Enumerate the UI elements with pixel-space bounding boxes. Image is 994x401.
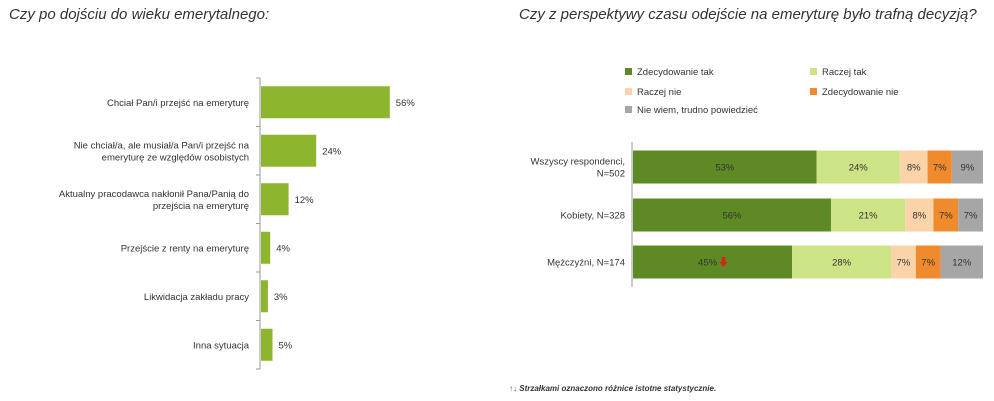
bar-value-label: 24%: [322, 146, 342, 157]
legend-swatch: [625, 106, 632, 113]
bar: [261, 231, 271, 264]
legend-label: Zdecydowanie nie: [822, 87, 899, 98]
segment-value-label: 7%: [939, 211, 953, 222]
bar-value-label: 12%: [295, 195, 315, 206]
category-label: Kobiety, N=328: [560, 211, 625, 222]
segment-value-label: 8%: [912, 211, 926, 222]
footnote-text: Strzałkami oznaczono różnice istotne sta…: [519, 384, 717, 393]
legend-label: Raczej nie: [637, 87, 681, 98]
segment-value-label: 9%: [961, 163, 975, 174]
stacked-segment: [891, 245, 916, 279]
category-label: Mężczyźni, N=174: [547, 258, 625, 269]
bar: [261, 134, 317, 167]
bar-value-label: 56%: [396, 98, 416, 109]
stacked-segment: [933, 198, 959, 232]
segment-value-label: 28%: [832, 258, 852, 269]
legend-swatch: [625, 68, 632, 75]
legend-swatch: [625, 88, 632, 95]
bar-value-label: 5%: [279, 340, 293, 351]
stacked-segment: [830, 198, 906, 232]
segment-value-label: 24%: [849, 163, 869, 174]
segment-value-label: 56%: [722, 211, 742, 222]
segment-value-label: 21%: [859, 211, 879, 222]
category-label: przejścia na emeryturę: [153, 201, 249, 212]
stacked-segment: [940, 245, 983, 279]
stacked-segment: [633, 150, 817, 184]
category-label: Nie chciał/a, ale musiał/a Pan/i przejść…: [74, 140, 250, 151]
bar: [261, 328, 273, 361]
legend-label: Nie wiem, trudno powiedzieć: [637, 105, 758, 116]
category-label: Wszyscy respondenci,: [530, 157, 625, 168]
segment-value-label: 7%: [933, 163, 947, 174]
stacked-segment: [633, 198, 831, 232]
stacked-segment: [927, 150, 952, 184]
segment-value-label: 8%: [907, 163, 921, 174]
legend-label: Zdecydowanie tak: [637, 67, 714, 78]
category-label: Aktualny pracodawca nakłonił Pana/Panią …: [59, 189, 249, 200]
up-arrow-icon: ↑: [509, 384, 513, 393]
segment-value-label: 12%: [952, 258, 972, 269]
stacked-segment: [958, 198, 983, 232]
category-label: Chciał Pan/i przejść na emeryturę: [107, 98, 249, 109]
bar: [261, 183, 289, 216]
segment-value-label: 7%: [921, 258, 935, 269]
segment-value-label: 7%: [964, 211, 978, 222]
stacked-segment: [951, 150, 983, 184]
category-label: Likwidacja zakładu pracy: [144, 292, 249, 303]
category-label: Przejście z renty na emeryturę: [121, 243, 249, 254]
bar-value-label: 4%: [276, 243, 290, 254]
stacked-segment: [816, 150, 900, 184]
legend-swatch: [810, 68, 817, 75]
stacked-segment: [905, 198, 934, 232]
legend-swatch: [810, 88, 817, 95]
stacked-segment: [915, 245, 941, 279]
category-label: N=502: [597, 169, 625, 180]
left-bar-chart: 56% Chciał Pan/i przejść na emeryturę 24% N…: [59, 77, 416, 370]
down-arrow-icon: [719, 257, 728, 267]
right-stacked-bar-chart: Zdecydowanie tak Raczej tak Raczej nie Zdec…: [530, 67, 983, 287]
category-label: emeryturę ze względów osobistych: [102, 152, 249, 163]
segment-value-label: 7%: [897, 258, 911, 269]
legend-label: Raczej tak: [822, 67, 867, 78]
segment-value-label: 53%: [715, 163, 735, 174]
stacked-segment: [899, 150, 928, 184]
stacked-segment: [792, 245, 892, 279]
bar-value-label: 3%: [274, 292, 288, 303]
down-arrow-icon: ↓: [513, 384, 517, 393]
footnote: ↑↓ Strzałkami oznaczono różnice istotne …: [509, 384, 716, 393]
right-chart-title: Czy z perspektywy czasu odejście na emer…: [519, 6, 977, 23]
bar: [261, 280, 268, 313]
stacked-segment: [633, 245, 793, 279]
left-chart-title: Czy po dojściu do wieku emerytalnego:: [9, 6, 270, 23]
segment-value-label: 45%: [698, 258, 718, 269]
bar: [261, 86, 390, 119]
category-label: Inna sytuacja: [193, 340, 250, 351]
